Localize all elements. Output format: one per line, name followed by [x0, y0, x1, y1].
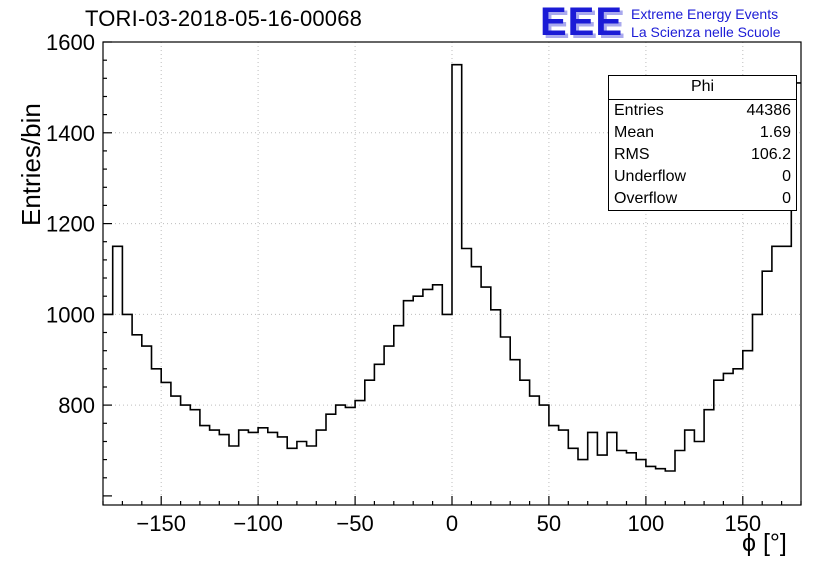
x-tick-label: 50	[537, 511, 561, 536]
stats-value: 44386	[746, 102, 792, 119]
x-tick-label: 100	[628, 511, 665, 536]
stats-row: RMS 106.2	[609, 144, 796, 166]
y-tick-label: 1400	[46, 121, 95, 146]
eee-logo-line2: La Scienza nelle Scuole	[631, 24, 781, 41]
stats-value: 0	[782, 190, 791, 207]
eee-logo-line1: Extreme Energy Events	[631, 6, 779, 22]
y-axis-label: Entries/bin	[16, 103, 46, 226]
stats-label: Underflow	[614, 168, 687, 185]
x-tick-label: −100	[233, 511, 283, 536]
stats-value: 0	[782, 168, 791, 185]
stats-label: RMS	[614, 146, 650, 163]
x-tick-label: 0	[446, 511, 458, 536]
stats-box-title: Phi	[609, 76, 796, 100]
stats-label: Entries	[614, 102, 664, 119]
x-tick-label: −50	[336, 511, 373, 536]
stats-value: 1.69	[759, 124, 791, 141]
y-tick-label: 1200	[46, 212, 95, 237]
stats-box: Phi Entries 44386 Mean 1.69 RMS 106.2 Un…	[608, 75, 797, 211]
x-tick-label: 150	[724, 511, 761, 536]
histogram-line	[103, 63, 801, 472]
x-axis-label: ϕ [°]	[742, 529, 787, 557]
stats-row: Mean 1.69	[609, 122, 796, 144]
stats-row: Overflow 0	[609, 188, 796, 210]
stats-label: Mean	[614, 124, 655, 141]
x-tick-label: −150	[136, 511, 186, 536]
eee-logo-tagline: Extreme Energy Events La Scienza nelle S…	[631, 3, 780, 41]
y-tick-label: 800	[58, 393, 95, 418]
stats-row: Entries 44386	[609, 100, 796, 122]
stats-row: Underflow 0	[609, 166, 796, 188]
y-tick-label: 1600	[46, 30, 95, 55]
eee-logo: EEE Extreme Energy Events La Scienza nel…	[540, 0, 780, 44]
stats-value: 106.2	[750, 146, 791, 163]
y-tick-label: 1000	[46, 302, 95, 327]
eee-logo-text: EEE	[540, 0, 624, 44]
stats-label: Overflow	[614, 190, 678, 207]
plot-title: TORI-03-2018-05-16-00068	[85, 6, 363, 31]
